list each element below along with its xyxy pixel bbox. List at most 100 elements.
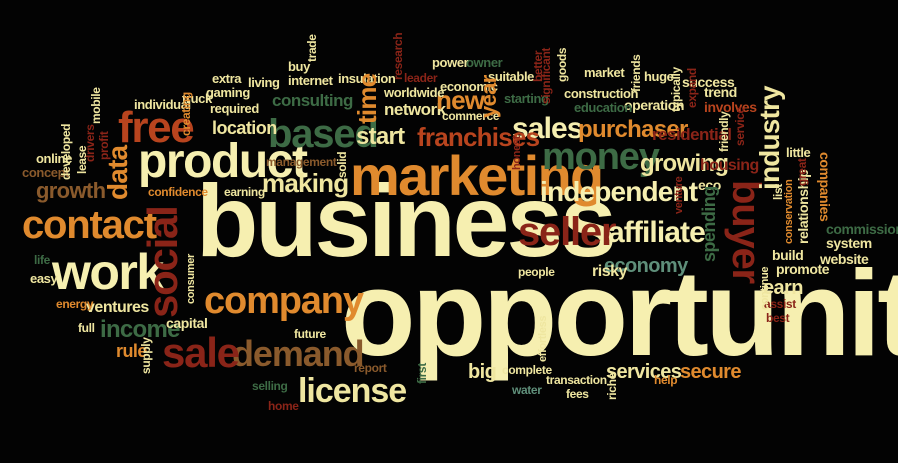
word-secure: secure	[680, 361, 742, 383]
word-conservation: conservation	[783, 179, 795, 244]
word-income: income	[100, 316, 180, 343]
word-transaction: transaction	[546, 373, 607, 387]
word-based: based	[268, 112, 379, 156]
word-operation: operation	[624, 97, 684, 113]
word-developed: developed	[59, 123, 73, 180]
word-spending: spending	[699, 186, 719, 262]
word-economic: economic	[440, 79, 498, 94]
word-sales: sales	[512, 112, 583, 145]
word-truck: truck	[182, 91, 212, 106]
word-friends: friends	[629, 54, 643, 93]
word-energy: energy	[56, 297, 94, 311]
word-report: report	[354, 361, 387, 375]
word-effortless: effortless	[537, 315, 549, 362]
word-mobile: mobile	[89, 87, 103, 124]
word-opportunity: opportunity	[341, 245, 898, 381]
word-consumer: consumer	[185, 254, 197, 304]
word-online: online	[36, 151, 72, 166]
word-starting: starting	[504, 91, 549, 106]
word-build: build	[772, 247, 804, 263]
word-market: market	[584, 65, 625, 80]
word-power: power	[432, 55, 469, 70]
word-expand: expand	[685, 68, 699, 108]
word-solid: solid	[335, 151, 349, 178]
word-home: home	[268, 399, 299, 413]
word-full: full	[78, 321, 95, 335]
word-honest: honest	[511, 135, 523, 170]
word-ventures: ventures	[86, 299, 149, 316]
word-marketing: marketing	[350, 144, 604, 207]
word-big: big	[468, 361, 497, 383]
word-living: living	[248, 75, 280, 90]
word-free: free	[118, 103, 195, 152]
word-buy: buy	[288, 59, 310, 74]
word-suitable: suitable	[488, 69, 535, 84]
word-making: making	[262, 168, 349, 198]
word-creating: creating	[179, 92, 193, 136]
word-concept: concept	[22, 165, 70, 180]
word-earning: earning	[224, 185, 265, 199]
word-promote: promote	[776, 261, 830, 277]
word-affiliate: affiliate	[608, 216, 706, 249]
word-residential: residential	[652, 125, 732, 144]
word-capital: capital	[166, 315, 208, 331]
word-help: help	[654, 373, 678, 387]
word-commerce: commerce	[442, 109, 500, 123]
word-construction: construction	[564, 86, 639, 101]
word-money: money	[542, 136, 660, 178]
word-sale: sale	[162, 329, 240, 376]
word-risky: risky	[592, 263, 627, 280]
word-contact: contact	[22, 203, 157, 247]
word-growth: growth	[36, 178, 106, 203]
word-future: future	[294, 327, 326, 341]
word-little: little	[786, 145, 811, 160]
word-typically: typically	[669, 67, 683, 112]
word-companies: companies	[817, 152, 833, 222]
word-first: first	[415, 363, 429, 384]
word-network: network	[384, 100, 446, 119]
word-demand: demand	[232, 333, 365, 374]
word-trend: trend	[704, 84, 737, 100]
word-easy: easy	[30, 271, 58, 286]
word-people: people	[518, 265, 555, 279]
word-success: success	[682, 74, 735, 90]
word-assist: assist	[764, 297, 796, 311]
word-continue: continue	[759, 266, 771, 310]
word-year: year	[476, 75, 501, 118]
word-internet: internet	[288, 73, 333, 88]
word-education: education	[574, 100, 632, 115]
word-involves: involves	[704, 99, 757, 115]
word-location: location	[212, 118, 277, 138]
word-goods: goods	[555, 47, 569, 82]
word-housing: housing	[700, 157, 759, 174]
word-economy: economy	[604, 255, 688, 277]
word-license: license	[298, 372, 407, 410]
word-leader: leader	[404, 71, 438, 85]
word-research: research	[391, 32, 405, 80]
word-individual: individual	[134, 97, 191, 112]
word-profit: profit	[97, 131, 111, 161]
word-friendly: friendly	[717, 111, 731, 152]
word-business: business	[196, 164, 617, 278]
word-supply: supply	[139, 337, 153, 374]
word-seller: seller	[518, 210, 617, 254]
word-management: management	[266, 155, 337, 169]
word-lease: lease	[75, 145, 89, 174]
word-independent: independent	[540, 176, 698, 207]
word-owner: owner	[466, 55, 503, 70]
word-water: water	[512, 383, 542, 397]
word-gaming: gaming	[206, 85, 250, 100]
word-required: required	[210, 101, 259, 116]
word-best: best	[766, 311, 790, 325]
word-huge: huge	[644, 69, 674, 84]
word-venture: venture	[673, 176, 685, 214]
word-time: time	[352, 73, 382, 124]
word-eco: eco	[698, 177, 721, 193]
word-great: great	[795, 158, 809, 186]
word-fees: fees	[566, 387, 589, 401]
word-selling: selling	[252, 379, 288, 393]
word-website: website	[820, 251, 869, 267]
word-system: system	[826, 235, 872, 251]
word-rule: rule	[116, 341, 147, 361]
